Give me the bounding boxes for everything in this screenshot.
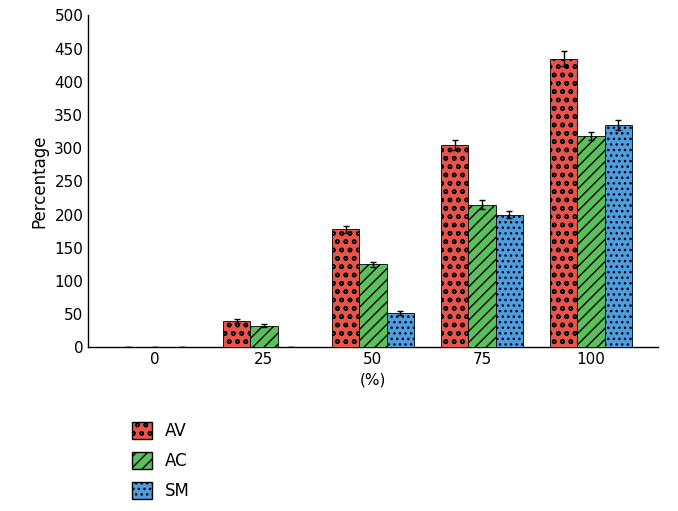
Bar — [359, 265, 386, 347]
Bar — [468, 204, 496, 347]
Legend: AV, AC, SM: AV, AC, SM — [125, 415, 197, 507]
Y-axis label: Percentage: Percentage — [31, 135, 49, 228]
Bar — [386, 313, 414, 347]
Bar — [496, 215, 523, 347]
Bar — [605, 125, 632, 347]
X-axis label: (%): (%) — [360, 373, 386, 388]
Bar — [441, 145, 468, 347]
Bar — [577, 136, 605, 347]
Bar — [223, 321, 250, 347]
Bar — [332, 229, 359, 347]
Bar — [250, 326, 277, 347]
Bar — [550, 58, 577, 347]
